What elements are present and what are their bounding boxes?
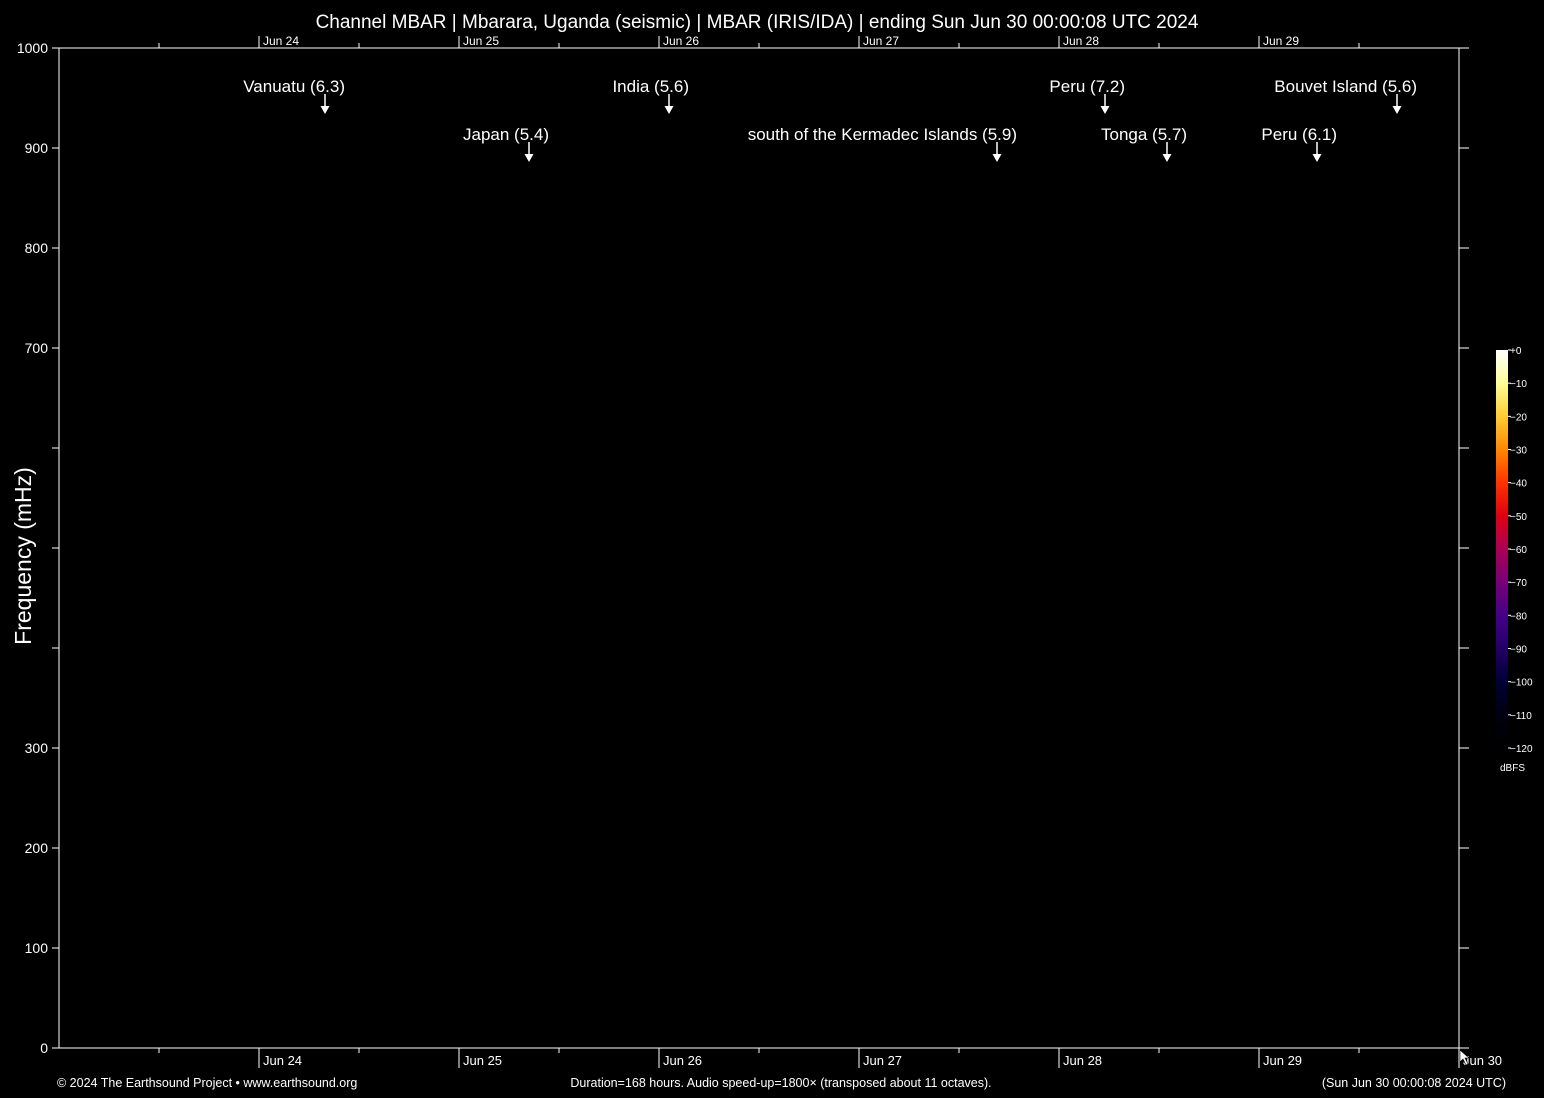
y-tick-label: 700: [25, 340, 49, 356]
x-tick-label-bottom: Jun 24: [263, 1053, 302, 1068]
x-tick-label-bottom: Jun 29: [1263, 1053, 1302, 1068]
colorbar-tick-label: −60: [1510, 545, 1527, 556]
y-tick-label: 0: [40, 1040, 48, 1056]
annotation-arrow-head: [1312, 154, 1322, 162]
x-tick-label-bottom: Jun 30: [1463, 1053, 1502, 1068]
cursor-arrow-icon: [1459, 1049, 1470, 1066]
colorbar-tick-label: −90: [1510, 645, 1527, 656]
colorbar-tick-label: −100: [1510, 678, 1533, 689]
colorbar-tick-label: −40: [1510, 479, 1527, 490]
x-tick-label-top: Jun 28: [1063, 34, 1099, 48]
y-tick-label: 800: [25, 240, 49, 256]
y-tick-label: 100: [25, 940, 49, 956]
colorbar-gradient-bar: [1496, 350, 1508, 748]
colorbar-tick-label: −10: [1510, 379, 1527, 390]
x-tick-label-top: Jun 24: [263, 34, 299, 48]
x-tick-label-top: Jun 29: [1263, 34, 1299, 48]
x-tick-label-bottom: Jun 28: [1063, 1053, 1102, 1068]
x-tick-label-bottom: Jun 26: [663, 1053, 702, 1068]
y-axis-label: Frequency (mHz): [10, 467, 36, 645]
annotation-label: Vanuatu (6.3): [243, 77, 345, 96]
x-tick-label-top: Jun 27: [863, 34, 899, 48]
y-tick-label: 300: [25, 740, 49, 756]
plot-area: [59, 48, 1459, 1048]
annotation-arrow-head: [664, 106, 674, 114]
annotation-label: Japan (5.4): [463, 125, 549, 144]
colorbar-tick-label: −110: [1510, 711, 1532, 722]
annotation-label: Tonga (5.7): [1101, 125, 1187, 144]
x-tick-label-bottom: Jun 25: [463, 1053, 502, 1068]
footer-left: © 2024 The Earthsound Project • www.eart…: [57, 1076, 357, 1090]
footer-right: (Sun Jun 30 00:00:08 2024 UTC): [1322, 1076, 1506, 1090]
colorbar-unit-label: dBFS: [1500, 763, 1525, 774]
x-axis-ticks: Jun 24 Jun 25 Jun 26 Jun 27 Jun 28 Jun 29 Jun …: [158, 34, 1502, 1068]
footer-center: Duration=168 hours. Audio speed-up=1800×…: [570, 1076, 991, 1090]
annotation-label: Bouvet Island (5.6): [1274, 77, 1417, 96]
colorbar-tick-label: −30: [1510, 446, 1527, 457]
y-tick-label: 200: [25, 840, 49, 856]
colorbar: +0 −10 −20 −30 −40 −50 −60 −70 −80 −90 −100 −110 −12…: [1496, 346, 1533, 774]
annotation-label: Peru (7.2): [1049, 77, 1125, 96]
colorbar-tick-label: −50: [1510, 512, 1527, 523]
annotation-label: Peru (6.1): [1261, 125, 1337, 144]
x-tick-label-top: Jun 25: [463, 34, 499, 48]
annotation-arrow-head: [320, 106, 330, 114]
colorbar-tick-label: −70: [1510, 578, 1527, 589]
y-tick-label: 900: [25, 140, 49, 156]
x-tick-label-top: Jun 26: [663, 34, 699, 48]
colorbar-tick-label: −20: [1510, 412, 1527, 423]
y-axis-ticks: 0 100 200 300 700 800 900 1000: [17, 40, 1469, 1056]
chart-title: Channel MBAR | Mbarara, Uganda (seismic)…: [316, 12, 1199, 33]
annotation-arrow-head: [992, 154, 1002, 162]
annotation-label: India (5.6): [612, 77, 689, 96]
annotation-label: south of the Kermadec Islands (5.9): [748, 125, 1017, 144]
colorbar-tick-label: −120: [1510, 744, 1533, 755]
annotation-arrow-head: [1392, 106, 1402, 114]
y-tick-label: 1000: [17, 40, 48, 56]
colorbar-tick-label: −80: [1510, 611, 1527, 622]
event-annotations: Vanuatu (6.3) India (5.6) Peru (7.2) Bouvet…: [243, 77, 1417, 162]
colorbar-tick-label: +0: [1510, 346, 1522, 357]
x-tick-label-bottom: Jun 27: [863, 1053, 902, 1068]
annotation-arrow-head: [524, 154, 534, 162]
annotation-arrow-head: [1162, 154, 1172, 162]
annotation-arrow-head: [1100, 106, 1110, 114]
